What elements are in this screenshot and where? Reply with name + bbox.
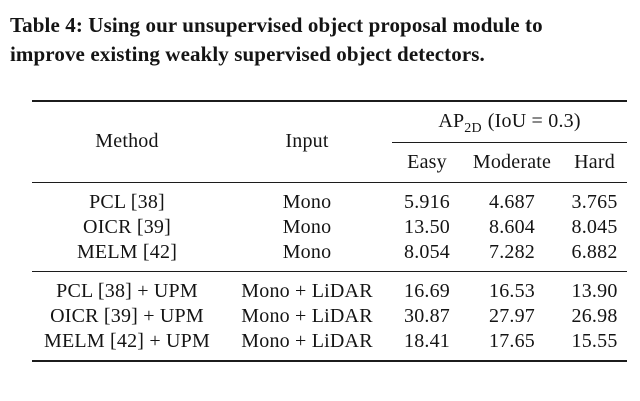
cell-method: OICR [39] — [83, 215, 171, 238]
cell-moderate: 4.687 — [489, 190, 535, 213]
cell-method: MELM [42] — [76, 240, 178, 263]
cell-input: Mono + LiDAR — [241, 304, 373, 327]
cell-hard: 3.765 — [571, 190, 618, 213]
header-row-top: Method Input AP2D (IoU = 0.3) — [32, 101, 628, 152]
cell-input: Mono + LiDAR — [241, 329, 373, 352]
cell-easy: 18.41 — [404, 329, 450, 352]
cell-method: PCL [38] + UPM — [56, 279, 198, 302]
cell-easy: 5.916 — [404, 190, 450, 213]
cell-moderate: 16.53 — [489, 279, 535, 302]
results-table: Method Input AP2D (IoU = 0.3) Easy Modera… — [32, 100, 628, 362]
cell-input: Mono — [282, 215, 332, 238]
cell-easy: 8.054 — [404, 240, 450, 263]
cell-hard: 6.882 — [571, 240, 618, 263]
cell-method: OICR [39] + UPM — [50, 304, 204, 327]
cell-easy: 30.87 — [404, 304, 450, 327]
cell-input: Mono + LiDAR — [241, 279, 373, 302]
table-row: OICR [39] Mono 13.50 8.604 8.045 — [32, 214, 627, 241]
cell-moderate: 27.97 — [489, 304, 535, 327]
table-caption: Table 4: Using our unsupervised object p… — [10, 11, 634, 69]
header-moderate: Moderate — [472, 150, 552, 173]
table-row: OICR [39] + UPM Mono + LiDAR 30.87 27.97 26.… — [32, 303, 627, 330]
header-hard: Hard — [574, 150, 615, 173]
header-row-sub: Easy Moderate Hard — [32, 142, 627, 182]
table-row: MELM [42] + UPM Mono + LiDAR 18.41 17.65 15.… — [32, 330, 627, 361]
cell-hard: 26.98 — [571, 304, 618, 327]
table-row: MELM [42] Mono 8.054 7.282 6.882 — [32, 241, 627, 272]
header-input: Input — [285, 130, 329, 153]
cell-moderate: 17.65 — [489, 329, 535, 352]
ap-label: AP — [438, 110, 465, 133]
cell-method: PCL [38] — [89, 190, 165, 213]
ap-iou-condition: (IoU = 0.3) — [487, 110, 581, 133]
cell-easy: 13.50 — [404, 215, 450, 238]
table-row: PCL [38] Mono 5.916 4.687 3.765 — [32, 182, 627, 214]
cell-moderate: 8.604 — [489, 215, 535, 238]
header-method: Method — [95, 130, 159, 153]
group-with-upm-module: PCL [38] + UPM Mono + LiDAR 16.69 16.53 13.9… — [32, 271, 628, 361]
caption-line-1: Table 4: Using our unsupervised object p… — [10, 13, 543, 37]
cell-moderate: 7.282 — [489, 240, 535, 263]
header-easy: Easy — [407, 150, 447, 173]
cell-hard: 13.90 — [571, 279, 618, 302]
table-header: Method Input AP2D (IoU = 0.3) Easy Modera… — [32, 101, 628, 182]
ap-subscript: 2D — [464, 121, 482, 137]
cell-input: Mono — [282, 240, 332, 263]
cell-input: Mono — [282, 190, 332, 213]
caption-line-2: improve existing weakly supervised objec… — [10, 42, 485, 66]
cell-easy: 16.69 — [404, 279, 450, 302]
cell-hard: 15.55 — [571, 329, 618, 352]
cell-hard: 8.045 — [571, 215, 618, 238]
table-row: PCL [38] + UPM Mono + LiDAR 16.69 16.53 13.9… — [32, 271, 627, 303]
group-baseline-detectors: PCL [38] Mono 5.916 4.687 3.765 OICR [39] Mono… — [32, 182, 627, 271]
header-ap2d: AP2D (IoU = 0.3) — [392, 101, 628, 143]
cell-method: MELM [42] + UPM — [44, 329, 210, 352]
